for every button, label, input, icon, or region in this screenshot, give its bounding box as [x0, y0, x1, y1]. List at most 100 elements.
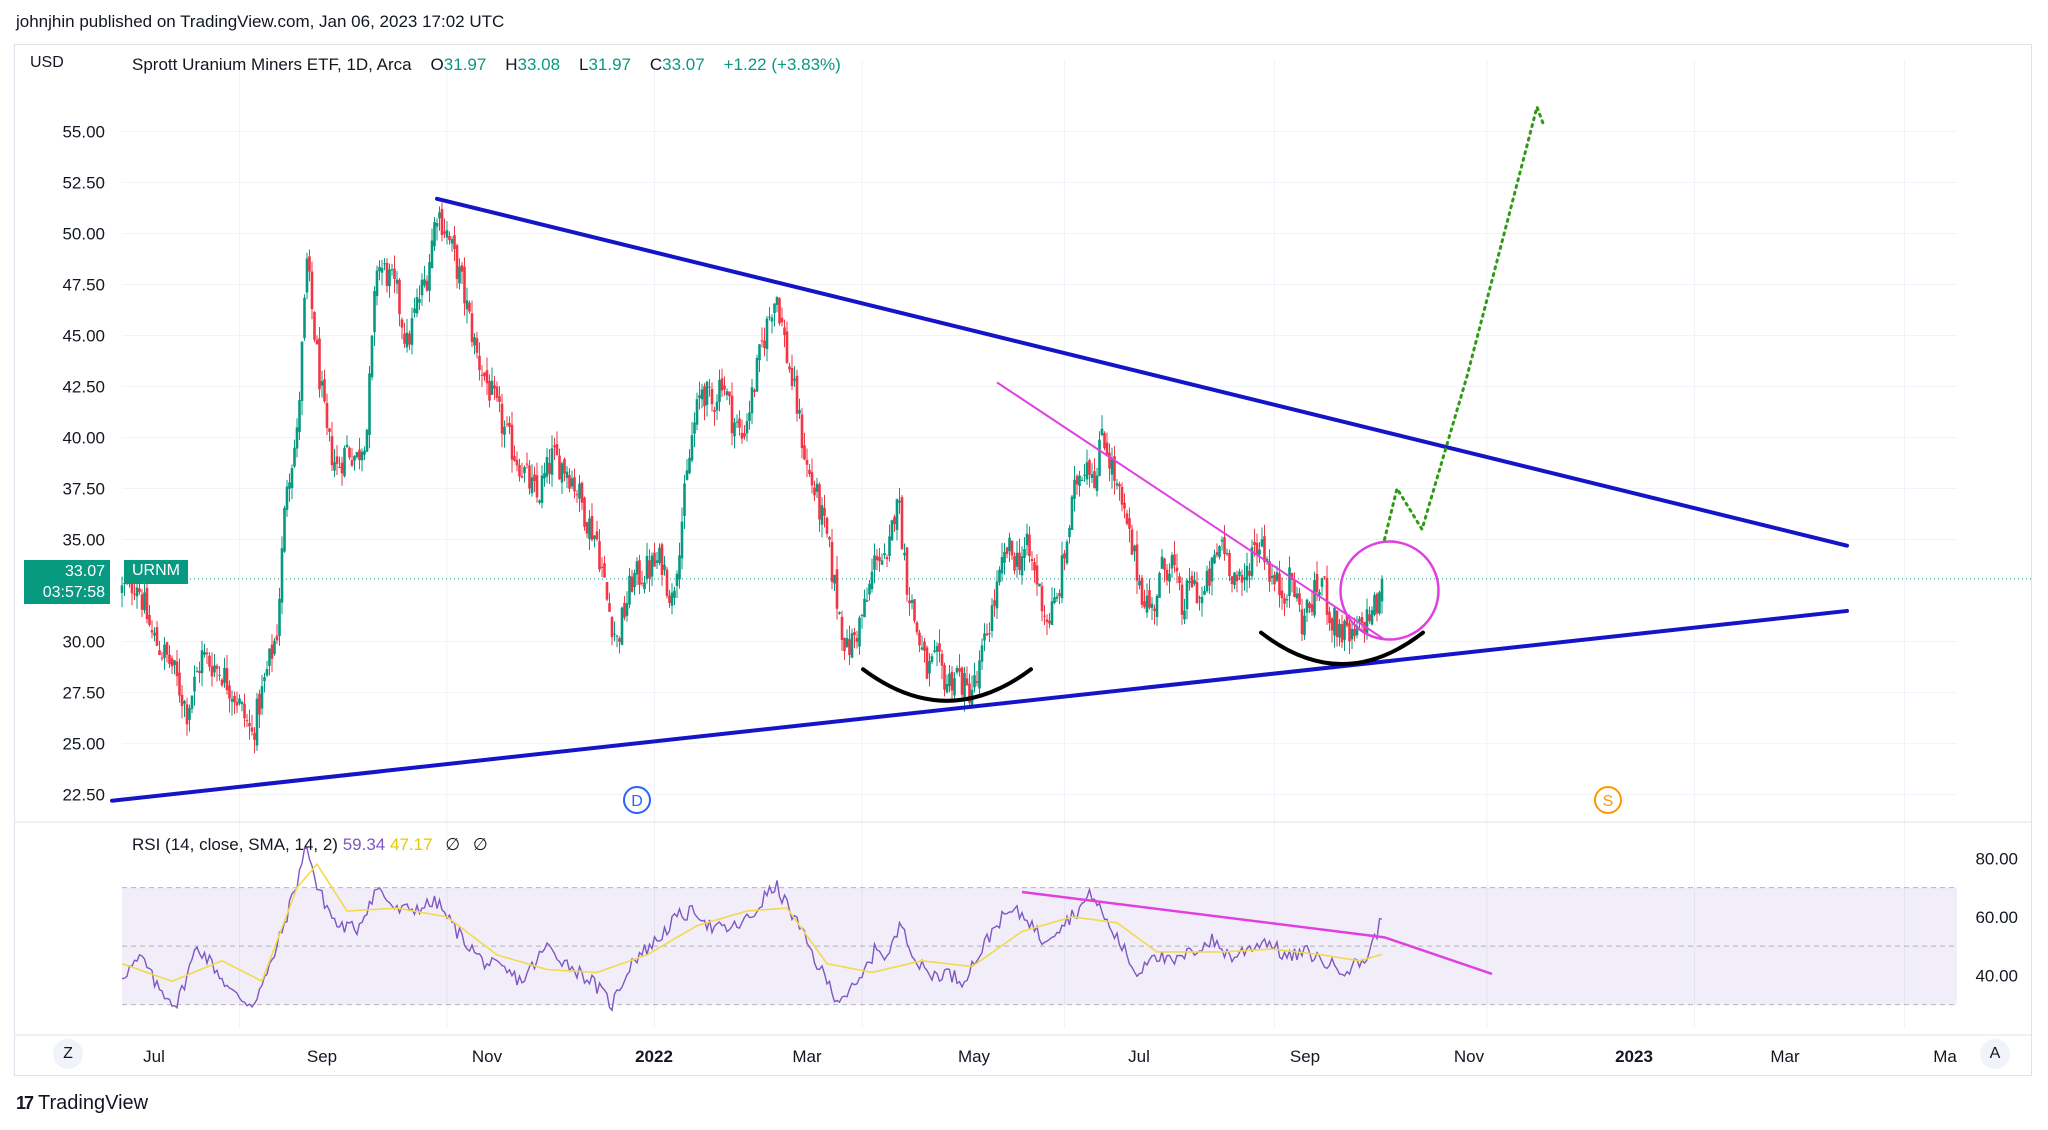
time-axis-label: Sep: [307, 1047, 337, 1066]
candle-body: [1208, 568, 1211, 586]
candle-body: [1293, 580, 1296, 598]
candle-body: [425, 280, 429, 291]
candle-body: [148, 614, 151, 626]
candle-body: [638, 560, 641, 585]
candle-body: [225, 668, 229, 691]
candle-body: [710, 389, 714, 405]
candle-body: [1100, 428, 1104, 436]
candle-body: [1158, 572, 1161, 598]
candle-body: [545, 457, 549, 477]
candle-body: [458, 266, 461, 284]
candle-body: [648, 560, 651, 579]
candle-body: [1300, 609, 1304, 635]
candle-body: [1173, 554, 1176, 566]
candle-body: [1160, 556, 1164, 569]
candle-body: [183, 701, 186, 704]
candle-body: [538, 500, 541, 503]
bar-countdown: 03:57:58: [42, 584, 105, 601]
cup-arc-right: [1259, 630, 1425, 667]
candle-body: [1015, 552, 1019, 567]
candle-body: [583, 497, 586, 527]
candle-body: [808, 469, 811, 475]
candle-body: [215, 665, 219, 669]
candle-body: [863, 598, 866, 618]
candle-body: [1348, 623, 1351, 642]
candle-body: [663, 564, 666, 570]
candle-body: [645, 555, 649, 579]
candle-body: [1090, 474, 1094, 478]
candle-body: [785, 331, 789, 363]
candle-body: [223, 667, 226, 683]
candle-body: [1178, 576, 1181, 584]
candle-body: [360, 451, 364, 461]
candle-body: [630, 576, 634, 592]
candle-body: [718, 380, 721, 402]
price-axis-label: 37.50: [62, 480, 105, 499]
rsi-na-1: ∅: [445, 835, 461, 854]
ticker-badge: URNM: [124, 560, 188, 584]
event-marker-label: D: [631, 793, 643, 810]
candle-body: [793, 378, 796, 381]
candle-body: [283, 507, 286, 552]
candle-body: [1235, 574, 1239, 582]
candle-body: [670, 592, 674, 606]
candle-body: [1240, 574, 1244, 583]
candle-body: [665, 569, 669, 596]
candle-body: [240, 702, 244, 705]
zoom-button[interactable]: Z: [53, 1039, 83, 1069]
price-axis-label: 27.50: [62, 684, 105, 703]
event-marker-circle: [623, 786, 651, 814]
candle-body: [958, 668, 961, 672]
candle-body: [723, 385, 726, 390]
candle-body: [1218, 546, 1221, 558]
rsi-na-2: ∅: [472, 835, 488, 854]
event-marker-circle: [1594, 786, 1622, 814]
candle-body: [733, 422, 736, 437]
rsi-legend[interactable]: RSI (14, close, SMA, 14, 2) 59.34 47.17 …: [132, 835, 488, 855]
symbol-legend[interactable]: Sprott Uranium Miners ETF, 1D, Arca O31.…: [132, 55, 841, 75]
candle-body: [960, 667, 964, 695]
candle-body: [605, 582, 609, 600]
tradingview-logo[interactable]: 17 TradingView: [16, 1092, 148, 1115]
candle-body: [978, 660, 981, 689]
candle-body: [965, 678, 969, 685]
candle-body: [1365, 609, 1369, 635]
last-price: 33.07: [64, 563, 105, 580]
candle-body: [1215, 552, 1219, 556]
candle-body: [1243, 577, 1246, 580]
candle-body: [515, 459, 519, 466]
time-axis-label: 2022: [635, 1047, 673, 1066]
candle-body: [310, 271, 314, 310]
rsi-value: 59.34: [342, 835, 386, 854]
candle-body: [1055, 596, 1059, 599]
candle-body: [735, 421, 739, 423]
candle-body: [1250, 547, 1254, 577]
candle-body: [228, 685, 231, 699]
candle-body: [998, 569, 1001, 583]
candle-body: [263, 677, 266, 682]
candle-body: [1085, 462, 1089, 480]
candle-body: [293, 447, 296, 467]
candle-body: [460, 265, 464, 272]
candle-body: [753, 389, 756, 392]
auto-scale-button[interactable]: A: [1980, 1039, 2010, 1069]
candle-body: [980, 645, 984, 662]
candle-body: [1325, 577, 1329, 615]
candle-body: [955, 668, 959, 673]
candle-body: [838, 612, 841, 614]
candle-body: [350, 460, 354, 466]
upper-trendline: [435, 196, 1849, 548]
candle-body: [1193, 579, 1196, 584]
projection-path: [1383, 101, 1546, 542]
candle-body: [850, 633, 854, 658]
candle-body: [613, 633, 616, 635]
candle-body: [873, 555, 876, 570]
candle-body: [800, 414, 804, 449]
candle-body: [205, 652, 209, 655]
candle-body: [1008, 537, 1011, 552]
candle-body: [340, 462, 344, 474]
candle-body: [468, 302, 471, 312]
candle-body: [1000, 557, 1004, 574]
